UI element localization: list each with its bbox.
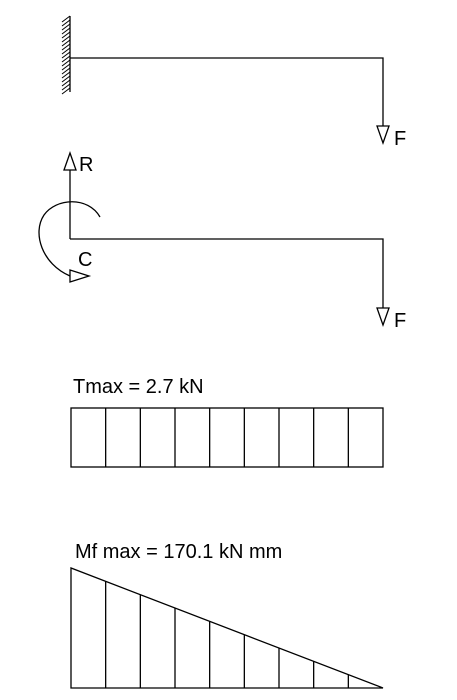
moment-triangle — [70, 567, 384, 689]
hatch-stroke — [61, 19, 71, 27]
moment-divisions — [105, 581, 349, 688]
hatch-stroke — [61, 35, 71, 43]
hatch-stroke — [61, 59, 71, 67]
moment-max-label: Mf max = 170.1 kN mm — [75, 541, 282, 563]
beam-line — [70, 57, 384, 126]
hatch-stroke — [61, 51, 71, 59]
reaction-label: R — [79, 154, 93, 176]
hatch-stroke — [61, 43, 71, 51]
hatch-stroke — [61, 31, 71, 39]
hatch-stroke — [61, 47, 71, 55]
hatch-stroke — [61, 39, 71, 47]
force-arrowhead — [376, 307, 390, 327]
hatch-stroke — [61, 83, 71, 91]
shear-force-diagram: Tmax = 2.7 kN — [70, 376, 384, 468]
hatch-stroke — [61, 63, 71, 71]
force-label: F — [394, 128, 406, 150]
cantilever-beam: F — [61, 15, 406, 150]
shear-max-label: Tmax = 2.7 kN — [73, 376, 204, 398]
hatch-stroke — [61, 75, 71, 83]
wall-hatching — [61, 15, 71, 95]
hatch-stroke — [61, 23, 71, 31]
couple-label: C — [78, 249, 92, 271]
free-body-diagram: R C F — [38, 151, 406, 332]
hatch-stroke — [61, 79, 71, 87]
beam-line — [70, 238, 384, 308]
hatch-stroke — [61, 27, 71, 35]
couple-arc — [38, 201, 101, 277]
hatch-stroke — [61, 71, 71, 79]
reaction-arrowhead — [63, 151, 77, 171]
hatch-stroke — [61, 87, 71, 95]
bending-moment-diagram: Mf max = 170.1 kN mm — [70, 541, 384, 689]
hatch-stroke — [61, 67, 71, 75]
shear-divisions — [105, 408, 349, 467]
hatch-stroke — [61, 15, 71, 23]
hatch-stroke — [61, 55, 71, 63]
shear-rectangle — [70, 407, 384, 468]
couple-arrowhead — [69, 269, 92, 283]
force-label: F — [394, 310, 406, 332]
force-arrowhead — [376, 125, 390, 145]
